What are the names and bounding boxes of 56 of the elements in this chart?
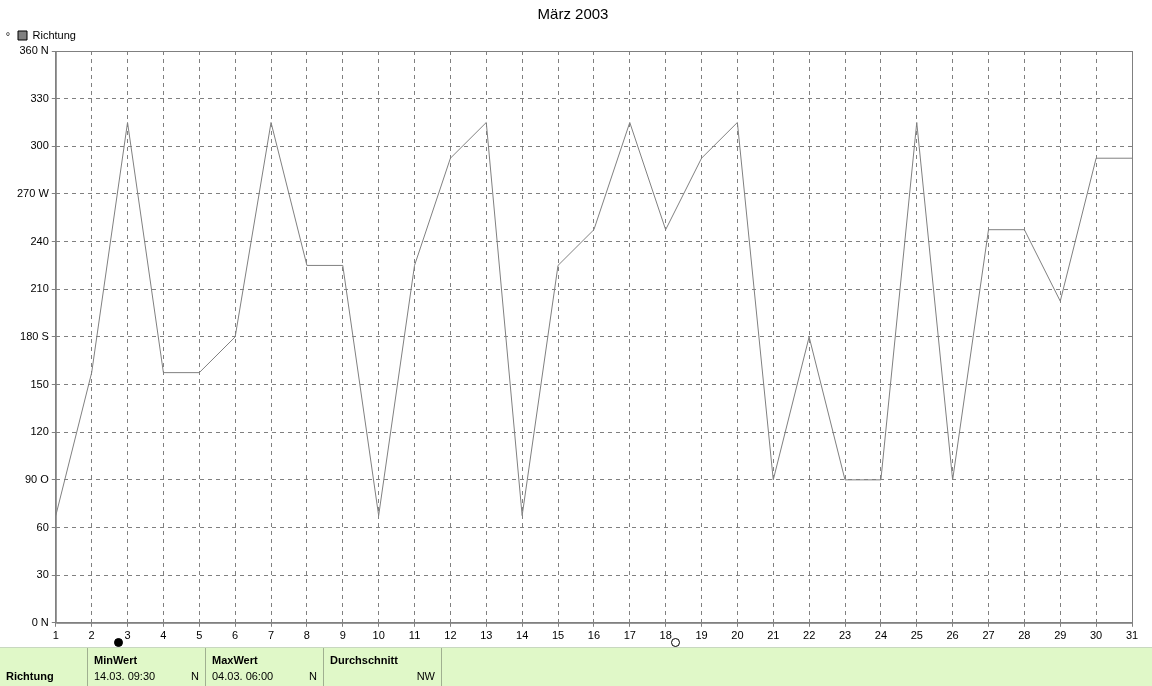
y-tick-label: 330 [30, 91, 49, 104]
text: 14.03. 09:30 [94, 670, 156, 682]
x-tick-label: 31 [1125, 629, 1139, 642]
x-tick-label: 12 [444, 629, 457, 642]
y-tick-label: 360 N [19, 44, 49, 57]
y-tick-label: 0 N [31, 615, 49, 628]
x-tick-label: 14 [516, 629, 529, 642]
text: N [309, 670, 317, 682]
legend-label: Richtung [32, 28, 76, 41]
x-tick-label: 10 [372, 629, 385, 642]
text: N [191, 670, 199, 682]
x-tick-label: 25 [910, 629, 923, 642]
y-tick-label: 90 O [24, 472, 50, 485]
y-tick-label: 30 [36, 568, 49, 581]
x-tick-label: 6 [232, 629, 239, 642]
x-tick-label: 1 [52, 629, 59, 642]
x-tick-label: 19 [695, 629, 708, 642]
text: MaxWert [212, 654, 259, 666]
y-tick-label: 240 [30, 234, 49, 247]
x-tick-label: 4 [160, 629, 167, 642]
x-tick-label: 11 [408, 629, 421, 642]
text: Richtung [6, 670, 55, 682]
y-tick-label: 270 W [16, 186, 50, 199]
x-tick-label: 24 [874, 629, 888, 642]
text: MinWert [94, 654, 139, 666]
x-tick-label: 26 [946, 629, 959, 642]
y-tick-label: 60 [36, 520, 49, 533]
x-tick-label: 13 [480, 629, 493, 642]
x-tick-label: 9 [339, 629, 346, 642]
x-tick-label: 16 [587, 629, 601, 642]
x-tick-label: 28 [1018, 629, 1031, 642]
x-tick-label: 2 [88, 629, 95, 642]
x-tick-label: 23 [838, 629, 852, 642]
x-tick-label: 3 [124, 629, 131, 642]
x-tick-label: 30 [1090, 629, 1103, 642]
y-tick-label: 180 S [20, 329, 49, 342]
y-tick-label: 300 [30, 139, 49, 152]
text: 04.03. 06:00 [212, 670, 274, 682]
x-tick-label: 18 [659, 629, 672, 642]
y-tick-label: 150 [30, 377, 49, 390]
x-tick-label: 5 [196, 629, 203, 642]
text: NW [416, 670, 435, 682]
y-tick-label: 210 [30, 282, 49, 295]
x-tick-label: 22 [803, 629, 816, 642]
chart-title: März 2003 [537, 5, 609, 23]
text: Durchschnitt [330, 654, 399, 666]
x-tick-label: 7 [267, 629, 275, 642]
y-axis-title: ° [5, 30, 11, 43]
x-tick-label: 17 [623, 629, 636, 642]
x-tick-label: 29 [1054, 629, 1067, 642]
x-tick-label: 27 [982, 629, 995, 642]
x-tick-label: 20 [731, 629, 744, 642]
x-tick-label: 21 [767, 629, 780, 642]
x-tick-label: 8 [303, 629, 310, 642]
y-tick-label: 120 [30, 425, 49, 438]
x-tick-label: 15 [551, 629, 565, 642]
